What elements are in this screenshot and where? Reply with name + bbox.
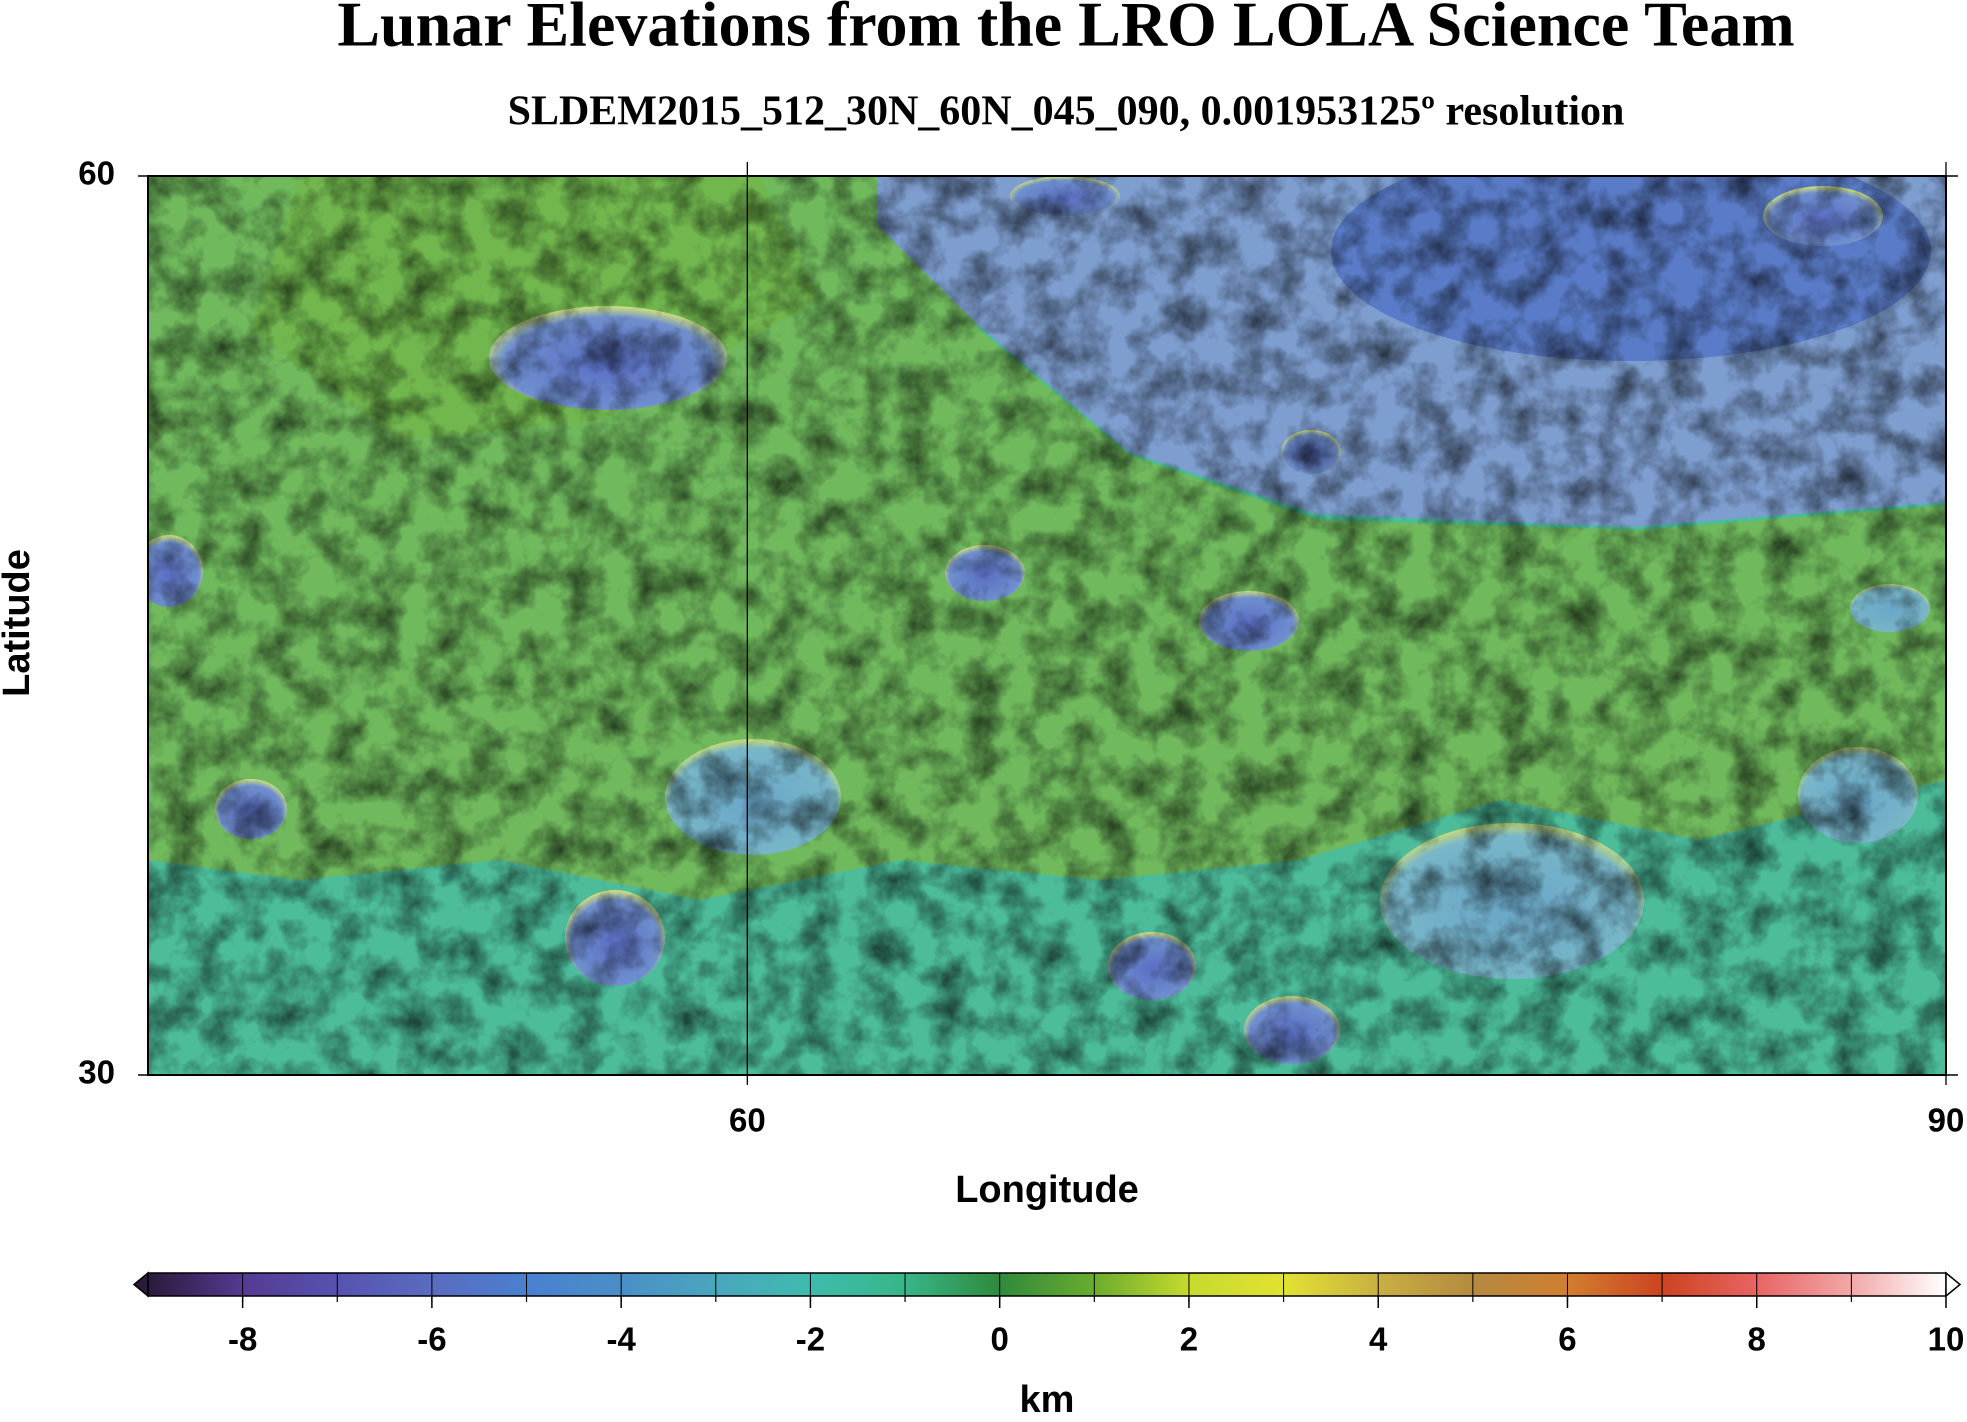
colorbar-tick-label: 0 xyxy=(991,1321,1009,1358)
colorbar-min-arrow xyxy=(132,1271,149,1298)
colorbar-tick-label: 4 xyxy=(1369,1321,1388,1358)
colorbar-tick-label: -8 xyxy=(228,1321,257,1358)
map-texture xyxy=(148,176,1946,1075)
y-tick-label: 30 xyxy=(78,1054,115,1091)
colorbar-tick-label: -2 xyxy=(796,1321,825,1358)
colorbar-tick-label: -4 xyxy=(606,1321,636,1358)
colorbar-max-arrow xyxy=(1945,1271,1962,1298)
colorbar-tick-label: 2 xyxy=(1180,1321,1198,1358)
colorbar-tick-label: 10 xyxy=(1928,1321,1965,1358)
elevation-map xyxy=(148,176,1946,1075)
y-axis-label: Latitude xyxy=(0,549,38,697)
colorbar-tick-label: 6 xyxy=(1558,1321,1576,1358)
x-tick-label: 90 xyxy=(1928,1102,1965,1139)
x-axis-label: Longitude xyxy=(955,1169,1139,1211)
title: Lunar Elevations from the LRO LOLA Scien… xyxy=(337,0,1794,60)
colorbar-label: km xyxy=(1020,1379,1075,1421)
x-tick-label: 60 xyxy=(729,1102,766,1139)
subtitle: SLDEM2015_512_30N_60N_045_090, 0.0019531… xyxy=(508,89,1625,135)
colorbar xyxy=(147,1272,1947,1297)
y-tick-label: 60 xyxy=(78,155,115,192)
colorbar-tick-label: -6 xyxy=(417,1321,446,1358)
colorbar-tick-label: 8 xyxy=(1748,1321,1766,1358)
